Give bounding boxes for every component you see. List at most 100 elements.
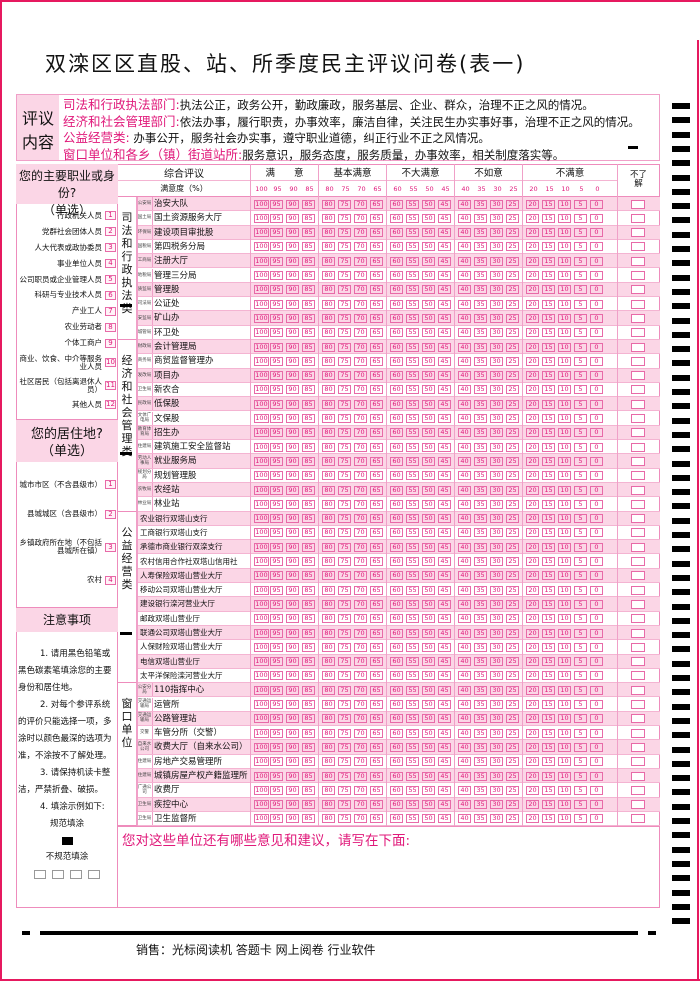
score-option-box[interactable]: 65 (370, 456, 383, 466)
score-option-box[interactable]: 80 (322, 385, 335, 395)
occupation-option[interactable]: 产业工人 7 (72, 306, 116, 316)
score-option-box[interactable]: 95 (270, 499, 283, 509)
score-option-box[interactable]: 0 (590, 728, 603, 738)
score-option-box[interactable]: 65 (370, 528, 383, 538)
score-option-box[interactable]: 15 (542, 256, 555, 266)
score-option-box[interactable]: 60 (390, 628, 403, 638)
score-option-box[interactable]: 85 (302, 328, 315, 338)
score-option-box[interactable]: 80 (322, 442, 335, 452)
score-option-box[interactable]: 40 (458, 399, 471, 409)
score-option-box[interactable]: 30 (490, 757, 503, 767)
score-option-box[interactable]: 20 (526, 685, 539, 695)
score-option-box[interactable]: 5 (574, 785, 587, 795)
unknown-option-box[interactable] (631, 728, 645, 738)
score-option-box[interactable]: 5 (574, 199, 587, 209)
score-option-box[interactable]: 95 (270, 599, 283, 609)
score-option-box[interactable]: 60 (390, 814, 403, 824)
score-option-box[interactable]: 95 (270, 456, 283, 466)
score-option-box[interactable]: 75 (338, 256, 351, 266)
score-option-box[interactable]: 35 (474, 256, 487, 266)
score-option-box[interactable]: 30 (490, 328, 503, 338)
score-option-box[interactable]: 85 (302, 256, 315, 266)
score-option-box[interactable]: 20 (526, 657, 539, 667)
score-option-box[interactable]: 15 (542, 671, 555, 681)
score-option-box[interactable]: 25 (506, 371, 519, 381)
score-option-box[interactable]: 50 (422, 456, 435, 466)
score-option-box[interactable]: 75 (338, 456, 351, 466)
score-option-box[interactable]: 55 (406, 213, 419, 223)
score-option-box[interactable]: 100 (254, 428, 269, 438)
option-box[interactable]: 7 (105, 306, 116, 316)
score-option-box[interactable]: 10 (558, 328, 571, 338)
score-option-box[interactable]: 90 (286, 342, 299, 352)
score-option-box[interactable]: 60 (390, 700, 403, 709)
score-option-box[interactable]: 80 (322, 757, 335, 767)
score-option-box[interactable]: 90 (286, 228, 299, 238)
score-option-box[interactable]: 15 (542, 385, 555, 395)
score-option-box[interactable]: 35 (474, 599, 487, 609)
score-option-box[interactable]: 0 (590, 313, 603, 323)
score-option-box[interactable]: 10 (558, 785, 571, 795)
score-option-box[interactable]: 95 (270, 399, 283, 409)
score-option-box[interactable]: 60 (390, 757, 403, 767)
score-option-box[interactable]: 100 (254, 757, 269, 767)
score-option-box[interactable]: 75 (338, 414, 351, 423)
score-option-box[interactable]: 25 (506, 414, 519, 423)
score-option-box[interactable]: 0 (590, 213, 603, 223)
score-option-box[interactable]: 55 (406, 785, 419, 795)
score-option-box[interactable]: 45 (438, 456, 451, 466)
option-box[interactable]: 1 (105, 211, 116, 221)
score-option-box[interactable]: 65 (370, 485, 383, 495)
score-option-box[interactable]: 20 (526, 199, 539, 209)
score-option-box[interactable]: 65 (370, 471, 383, 481)
score-option-box[interactable]: 30 (490, 585, 503, 595)
score-option-box[interactable]: 60 (390, 456, 403, 466)
score-option-box[interactable]: 40 (458, 428, 471, 438)
score-option-box[interactable]: 35 (474, 456, 487, 466)
score-option-box[interactable]: 55 (406, 671, 419, 681)
score-option-box[interactable]: 25 (506, 256, 519, 266)
score-option-box[interactable]: 20 (526, 614, 539, 624)
score-option-box[interactable]: 10 (558, 342, 571, 352)
score-option-box[interactable]: 50 (422, 757, 435, 767)
score-option-box[interactable]: 100 (254, 342, 269, 352)
option-box[interactable]: 1 (105, 480, 116, 490)
score-option-box[interactable]: 15 (542, 428, 555, 438)
score-option-box[interactable]: 85 (302, 485, 315, 495)
score-option-box[interactable]: 55 (406, 485, 419, 495)
score-option-box[interactable]: 60 (390, 256, 403, 266)
score-option-box[interactable]: 5 (574, 385, 587, 395)
score-option-box[interactable]: 30 (490, 557, 503, 566)
score-option-box[interactable]: 95 (270, 199, 283, 209)
unknown-option-box[interactable] (631, 213, 645, 223)
score-option-box[interactable]: 95 (270, 528, 283, 538)
score-option-box[interactable]: 100 (254, 285, 269, 295)
score-option-box[interactable]: 85 (302, 785, 315, 795)
score-option-box[interactable]: 55 (406, 614, 419, 624)
unknown-option-box[interactable] (631, 628, 645, 638)
score-option-box[interactable]: 25 (506, 328, 519, 338)
score-option-box[interactable]: 20 (526, 471, 539, 481)
score-option-box[interactable]: 25 (506, 528, 519, 538)
score-option-box[interactable]: 80 (322, 642, 335, 652)
score-option-box[interactable]: 10 (558, 485, 571, 495)
score-option-box[interactable]: 40 (458, 256, 471, 266)
score-option-box[interactable]: 60 (390, 342, 403, 352)
score-option-box[interactable]: 0 (590, 199, 603, 209)
unknown-option-box[interactable] (631, 485, 645, 495)
score-option-box[interactable]: 30 (490, 342, 503, 352)
unknown-option-box[interactable] (631, 271, 645, 280)
score-option-box[interactable]: 10 (558, 371, 571, 381)
score-option-box[interactable]: 20 (526, 328, 539, 338)
score-option-box[interactable]: 15 (542, 414, 555, 423)
score-option-box[interactable]: 15 (542, 628, 555, 638)
unknown-option-box[interactable] (631, 399, 645, 409)
score-option-box[interactable]: 85 (302, 700, 315, 709)
score-option-box[interactable]: 10 (558, 471, 571, 481)
score-option-box[interactable]: 0 (590, 356, 603, 366)
score-option-box[interactable]: 45 (438, 414, 451, 423)
option-box[interactable]: 2 (105, 509, 116, 519)
score-option-box[interactable]: 60 (390, 199, 403, 209)
score-option-box[interactable]: 5 (574, 228, 587, 238)
score-option-box[interactable]: 75 (338, 313, 351, 323)
